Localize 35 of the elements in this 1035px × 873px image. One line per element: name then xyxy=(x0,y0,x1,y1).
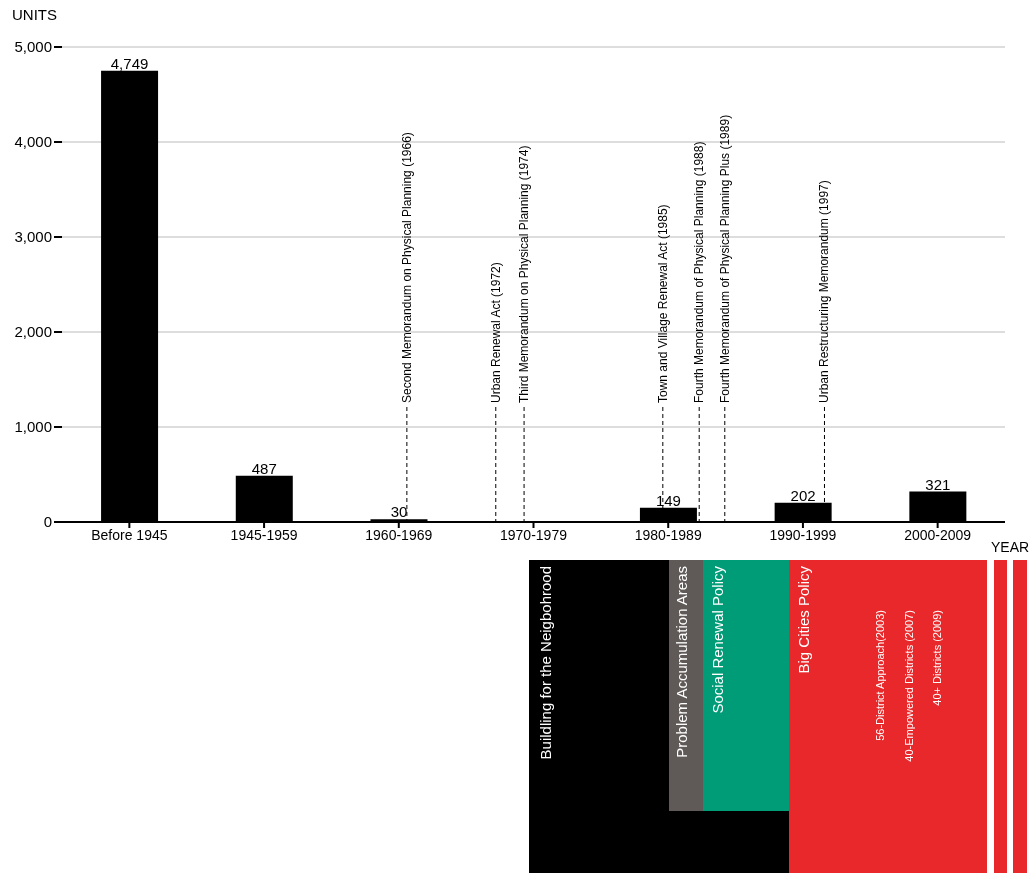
ref-line-label: Fourth Memorandum of Physical Planning Plus (1989) xyxy=(717,114,732,403)
ref-line-label: Fourth Memorandum of Physical Planning (1988) xyxy=(692,141,707,403)
x-tick-label: 1970-1979 xyxy=(500,526,568,543)
ref-line-label: Third Memorandum on Physical Planning (1974) xyxy=(517,145,532,403)
text: 56-District Approach(2003) xyxy=(874,610,886,741)
y-tick-label: 5,000 xyxy=(14,38,52,56)
y-tick-label: 3,000 xyxy=(14,228,52,246)
text: Big Cities Policy xyxy=(795,565,812,674)
ref-line-label: Second Memorandum on Physical Planning (1966) xyxy=(399,132,414,403)
y-axis-title: UNITS xyxy=(12,6,57,23)
ref-line-label: Urban Renewal Act (1972) xyxy=(488,262,503,403)
data-label: 30 xyxy=(390,503,408,521)
x-tick-label: Before 1945 xyxy=(91,526,168,543)
x-tick-label: 1990-1999 xyxy=(769,526,837,543)
text: Problem Accumulation Areas xyxy=(673,566,690,758)
data-label: 4,749 xyxy=(110,54,149,72)
text: Social Renewal Policy xyxy=(709,565,726,714)
ref-line-label: Town and Village Renewal Act (1985) xyxy=(655,204,670,403)
data-label: 321 xyxy=(925,475,951,493)
y-tick-label: 4,000 xyxy=(14,133,52,151)
data-label: 202 xyxy=(790,486,816,504)
y-tick-label: 1,000 xyxy=(14,418,52,436)
y-tick-label: 2,000 xyxy=(14,323,52,341)
x-axis-title: YEAR xyxy=(991,539,1030,555)
text: Buildling for the Neigbohrood xyxy=(537,566,554,760)
x-tick-label: 1945-1959 xyxy=(230,526,298,543)
x-tick-label: 2000-2009 xyxy=(904,526,972,543)
text: 40-Empowered Districts (2007) xyxy=(903,610,915,762)
ref-line-label: Urban Restructuring Memorandum (1997) xyxy=(817,180,832,403)
text: 40+ Districts (2009) xyxy=(931,610,943,706)
data-label: 487 xyxy=(251,459,277,477)
y-tick-label: 0 xyxy=(43,513,52,531)
data-label: 149 xyxy=(655,491,681,509)
x-tick-label: 1980-1989 xyxy=(634,526,702,543)
x-tick-label: 1960-1969 xyxy=(365,526,433,543)
